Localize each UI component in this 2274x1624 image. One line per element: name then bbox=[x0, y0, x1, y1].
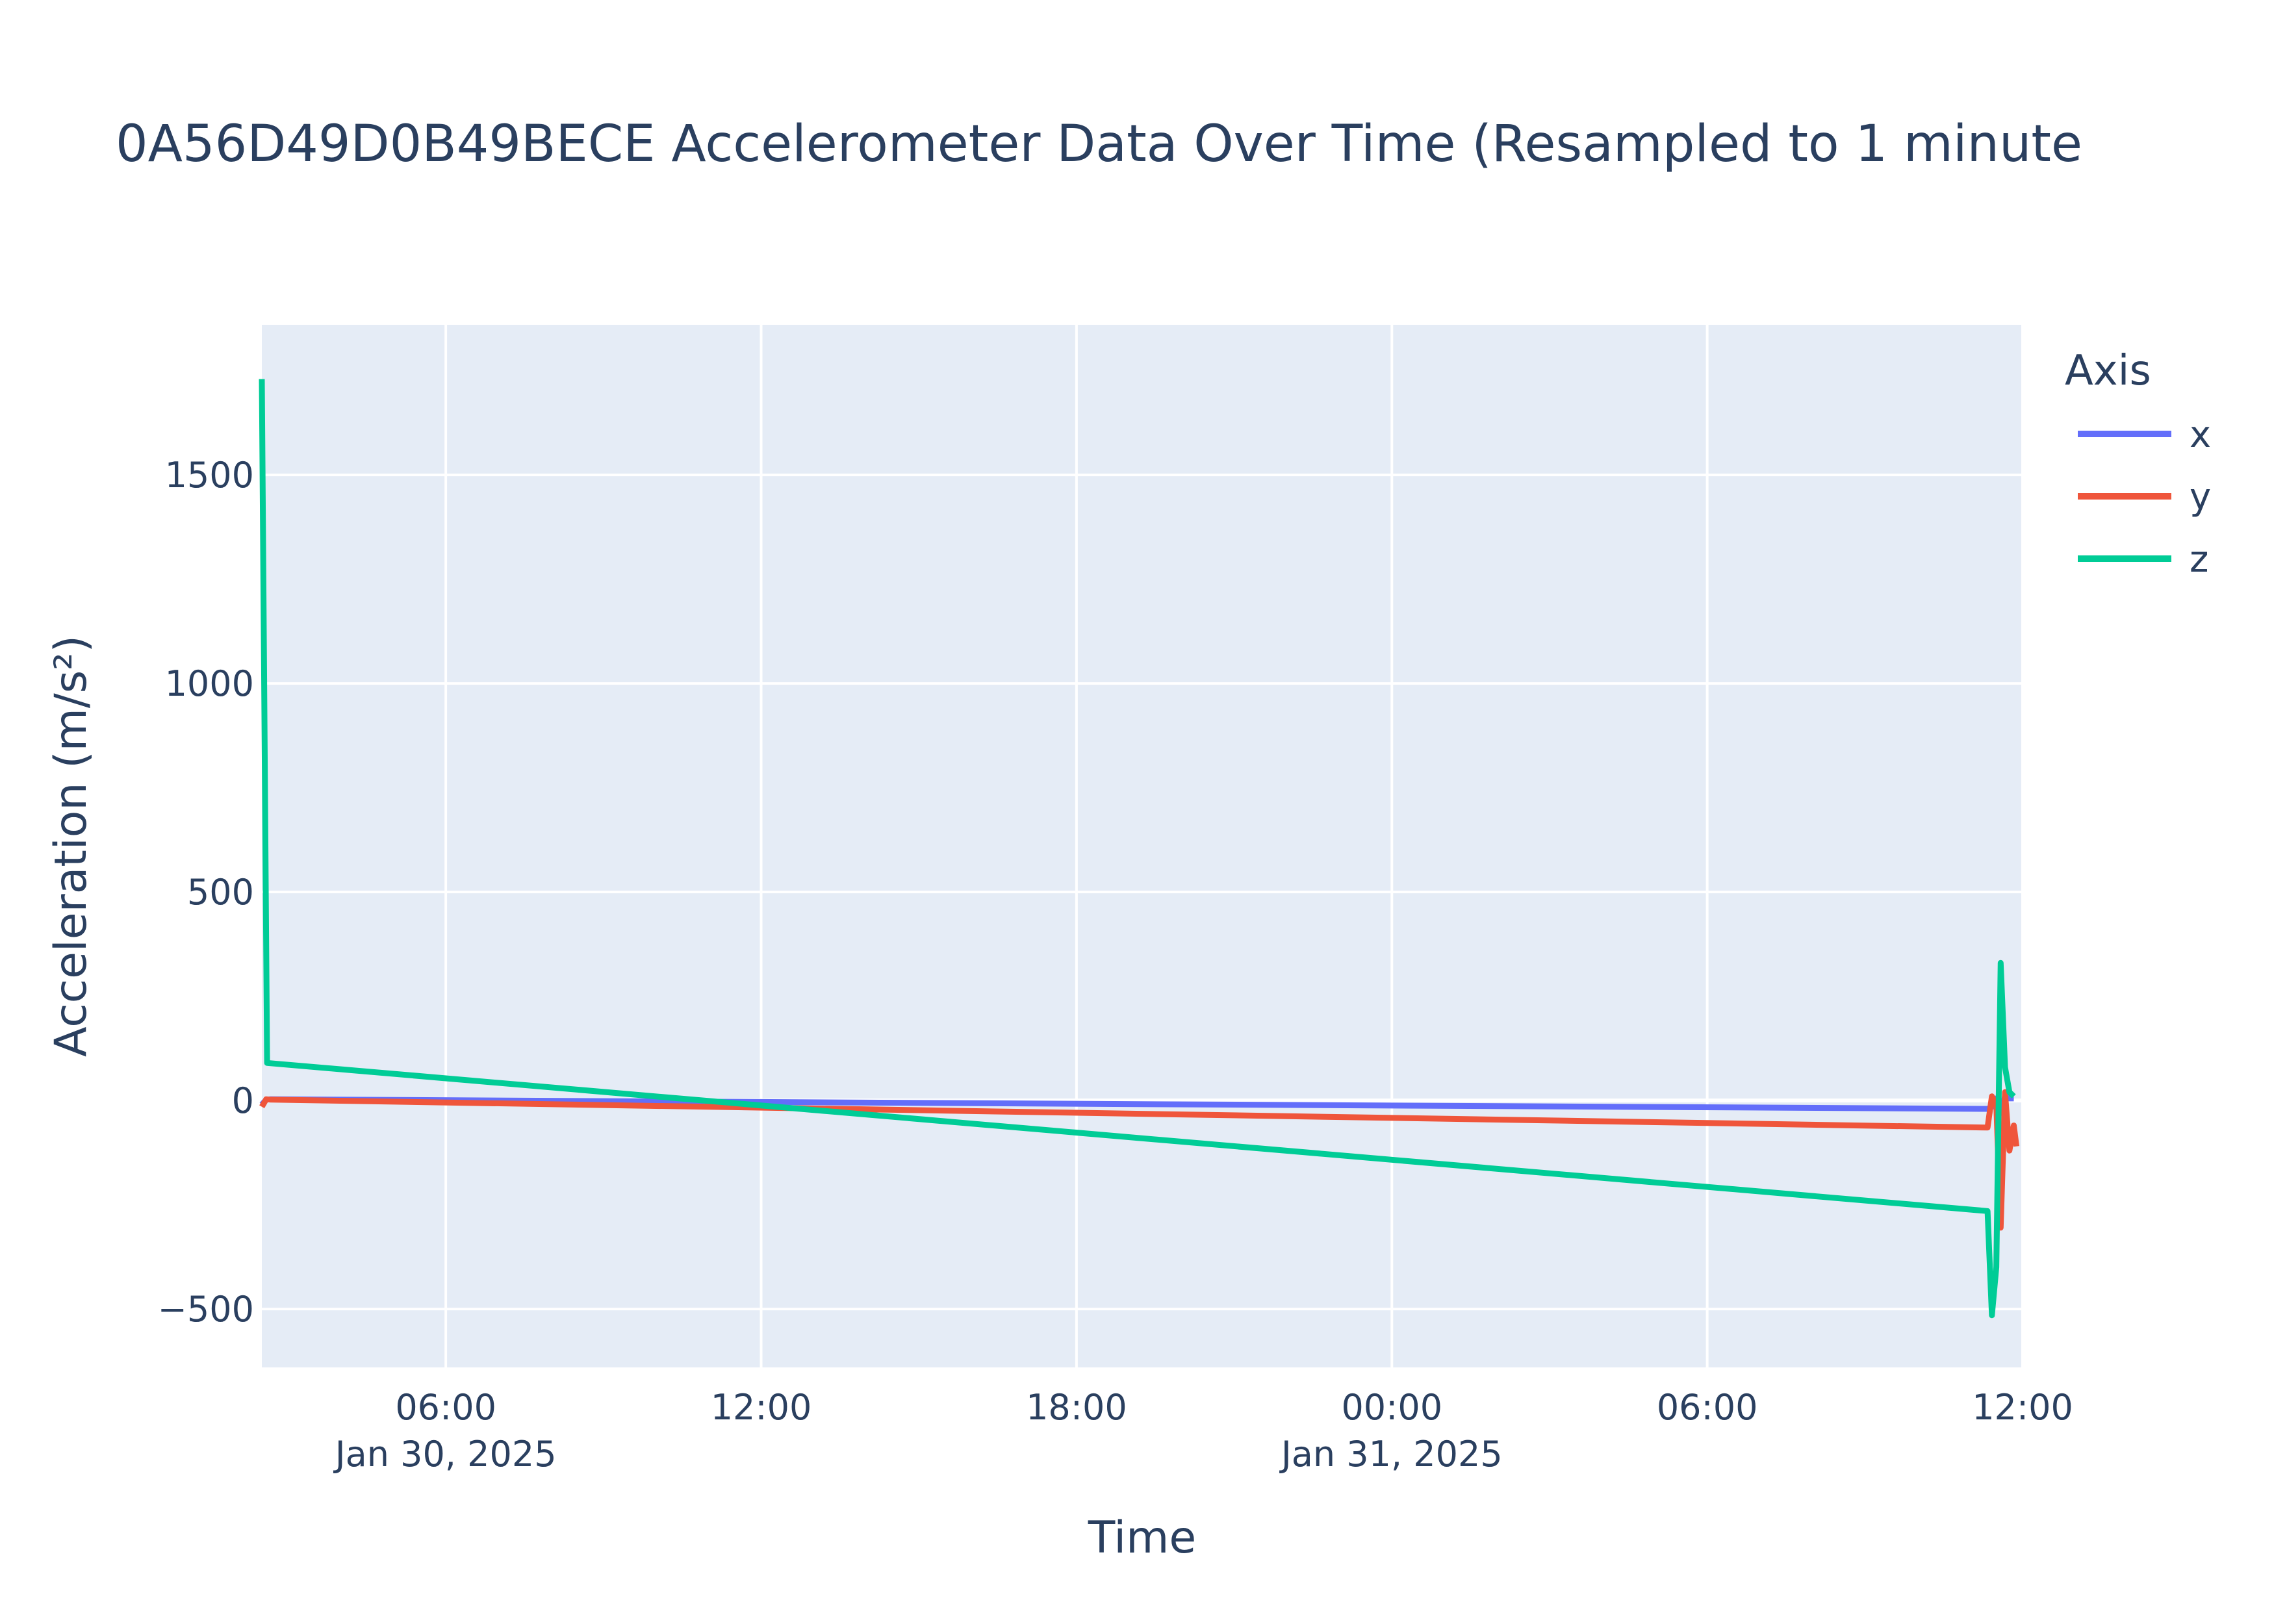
x-axis-title: Time bbox=[1088, 1512, 1196, 1564]
y-tick-label: 1500 bbox=[165, 455, 254, 496]
y-tick-label: −500 bbox=[158, 1289, 254, 1330]
x-tick-date-label: Jan 30, 2025 bbox=[333, 1434, 557, 1475]
legend-item-x[interactable]: x bbox=[2078, 414, 2211, 456]
x-tick-label: 06:00 bbox=[1657, 1387, 1758, 1428]
plot-area bbox=[262, 325, 2023, 1367]
series-lines bbox=[259, 379, 2020, 1319]
x-tick-label: 06:00 bbox=[395, 1387, 496, 1428]
y-tick-labels: 1500 1000 500 0 −500 bbox=[158, 455, 254, 1330]
legend-label: x bbox=[2190, 414, 2211, 456]
x-tick-label: 12:00 bbox=[1972, 1387, 2073, 1428]
legend-title: Axis bbox=[2065, 347, 2151, 395]
y-axis-title: Acceleration (m/s²) bbox=[45, 635, 97, 1057]
x-tick-label: 00:00 bbox=[1341, 1387, 1442, 1428]
x-gridlines bbox=[444, 325, 2024, 1367]
legend-item-y[interactable]: y bbox=[2078, 476, 2211, 518]
series-line-z bbox=[259, 379, 2016, 1319]
y-tick-label: 0 bbox=[232, 1080, 254, 1121]
legend[interactable]: Axis xyz bbox=[2065, 347, 2211, 581]
x-tick-label: 18:00 bbox=[1026, 1387, 1127, 1428]
legend-label: z bbox=[2190, 539, 2208, 581]
x-tick-label: 12:00 bbox=[711, 1387, 812, 1428]
x-tick-date-label: Jan 31, 2025 bbox=[1279, 1434, 1503, 1475]
legend-item-z[interactable]: z bbox=[2078, 539, 2208, 581]
legend-label: y bbox=[2190, 476, 2211, 518]
y-tick-label: 500 bbox=[187, 872, 254, 913]
chart-title: 0A56D49D0B49BECE Accelerometer Data Over… bbox=[116, 115, 2082, 173]
x-tick-labels: 06:00 Jan 30, 2025 12:00 18:00 00:00 Jan 31, … bbox=[333, 1387, 2073, 1475]
y-tick-label: 1000 bbox=[165, 663, 254, 704]
